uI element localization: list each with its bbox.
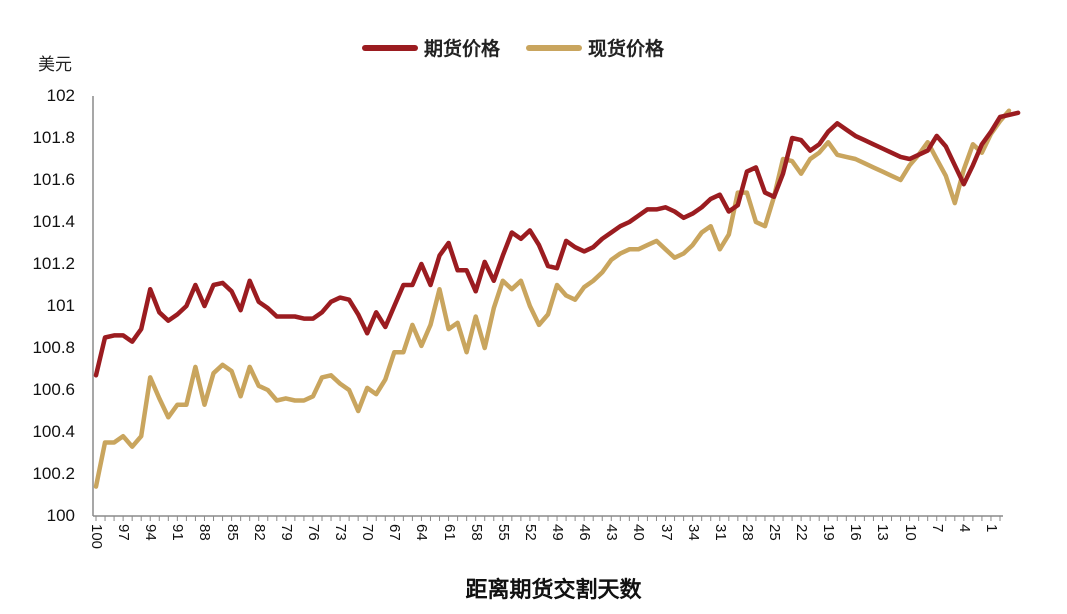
x-tick-label: 100: [88, 524, 105, 550]
x-tick-label: 55: [494, 524, 512, 541]
x-tick-label: 25: [766, 524, 783, 541]
y-tick-label: 100: [46, 506, 75, 525]
x-tick-label: 67: [386, 524, 404, 541]
x-tick-label: 31: [711, 524, 729, 541]
spot-price-line: [93, 108, 1012, 489]
x-tick-label: 43: [603, 524, 621, 541]
x-axis-title: 距离期货交割天数: [465, 578, 642, 603]
chart-legend: 期货价格 现货价格: [362, 34, 664, 61]
y-tick-label: 100.2: [32, 464, 75, 483]
y-axis-unit-label: 美元: [38, 55, 72, 75]
x-tick-label: 91: [169, 524, 187, 541]
x-tick-label: 37: [657, 524, 675, 541]
x-tick-label: 40: [630, 524, 648, 541]
legend-label-spot: 现货价格: [588, 38, 665, 60]
y-tick-label: 100.8: [32, 338, 75, 357]
y-tick-label: 100.4: [32, 422, 75, 441]
x-tick-label: 94: [142, 524, 160, 541]
x-tick-label: 97: [115, 524, 133, 541]
x-tick-label: 19: [820, 524, 838, 541]
x-tick-label: 46: [576, 524, 594, 541]
y-tick-label: 100.6: [32, 380, 75, 399]
x-tick-label: 7: [928, 524, 946, 533]
y-tick-label: 101: [46, 296, 75, 315]
x-tick-label: 70: [359, 524, 377, 541]
futures-swatch-icon: [362, 44, 418, 51]
x-tick-label: 52: [521, 524, 539, 541]
x-tick-label: 4: [955, 524, 973, 533]
x-tick-label: 64: [413, 524, 431, 541]
x-tick-label: 73: [332, 524, 350, 541]
x-tick-label: 16: [847, 524, 865, 541]
x-tick-label: 49: [549, 524, 567, 541]
x-tick-label: 13: [874, 524, 892, 541]
x-tick-label: 58: [467, 524, 485, 541]
y-tick-label: 102: [46, 86, 75, 105]
x-tick-label: 61: [440, 524, 458, 541]
y-tick-label: 101.6: [32, 170, 75, 189]
y-tick-label: 101.4: [32, 212, 75, 231]
legend-label-futures: 期货价格: [424, 38, 501, 60]
y-tick-label: 101.2: [32, 254, 75, 273]
x-tick-label: 28: [738, 524, 756, 541]
x-tick-label: 85: [223, 524, 241, 541]
x-tick-label: 76: [304, 524, 322, 541]
x-tick-label: 82: [250, 524, 268, 541]
spot-swatch-icon: [526, 44, 583, 51]
legend-item-spot: 现货价格: [526, 34, 664, 61]
x-axis-ticks: [95, 516, 1001, 521]
x-tick-label: 34: [684, 524, 702, 541]
x-tick-label: 1: [982, 524, 1000, 533]
x-tick-label: 10: [901, 524, 919, 541]
futures-price-line: [93, 110, 1021, 378]
legend-item-futures: 期货价格: [362, 34, 500, 61]
x-tick-label: 79: [277, 524, 295, 541]
x-tick-label: 22: [793, 524, 811, 541]
x-tick-label: 88: [196, 524, 214, 541]
y-tick-label: 101.8: [32, 128, 75, 147]
